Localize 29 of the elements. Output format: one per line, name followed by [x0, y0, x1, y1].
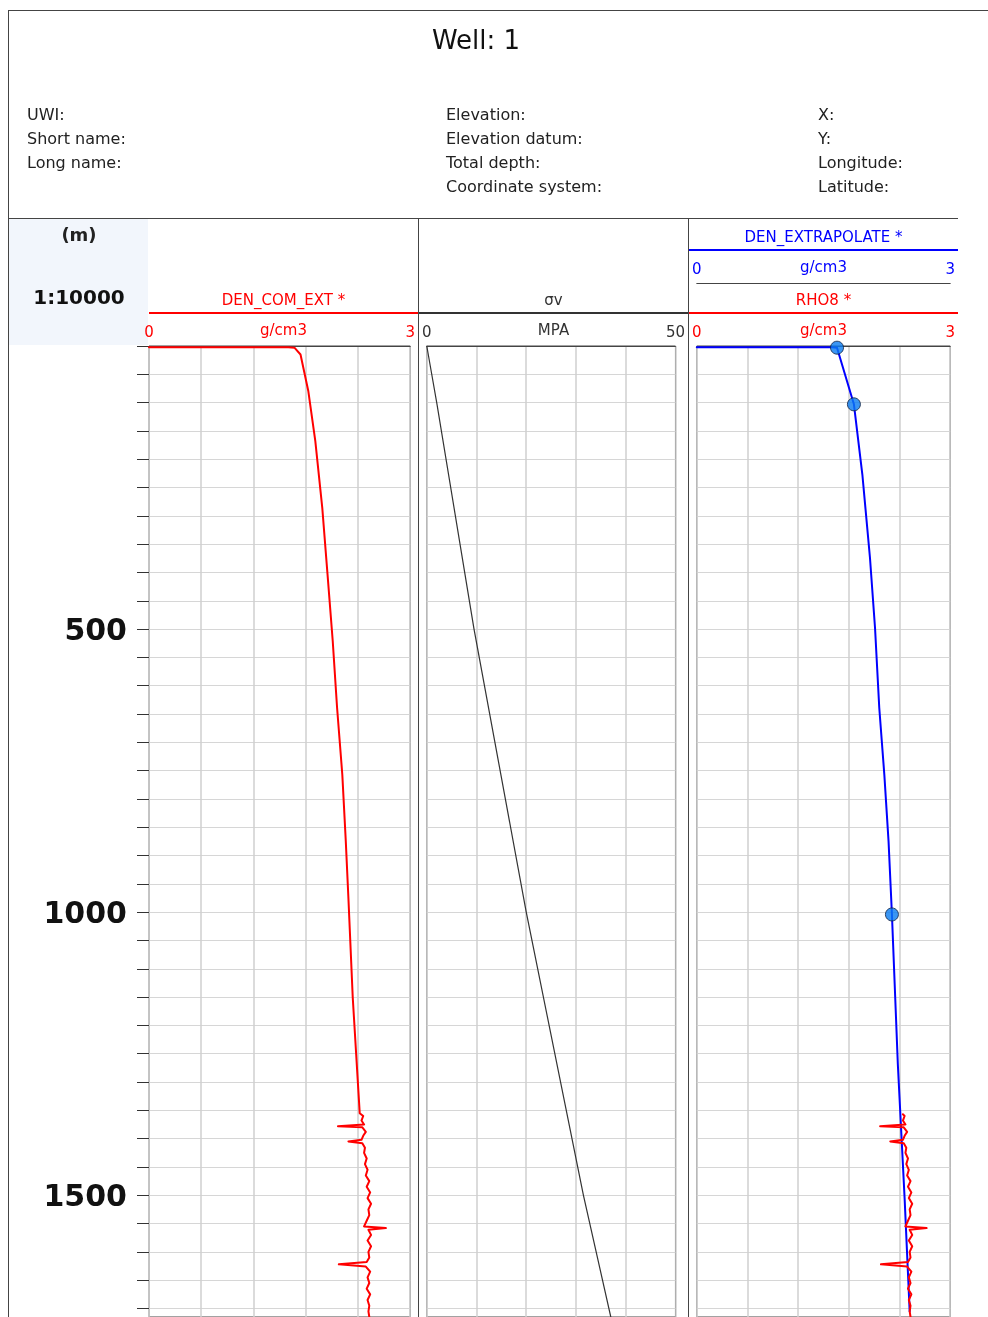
text: Coordinate system: [446, 177, 603, 196]
x-tick-label: 50 [665, 322, 685, 341]
y-tick-label: 1000 [43, 894, 127, 930]
text: UWI: [27, 105, 65, 124]
x-axis-title: g/cm3 [260, 321, 307, 339]
y-tick-label: 1500 [43, 1177, 127, 1213]
x2-axis-title: g/cm3 [800, 258, 847, 276]
y-tick-label: 500 [64, 611, 127, 647]
text: Well: 1 [430, 25, 522, 55]
text: Y: [818, 129, 832, 148]
x-tick-label: 0 [422, 322, 432, 341]
text: Latitude: [818, 177, 890, 196]
y-axis-title: (m) [61, 223, 97, 245]
x-axis-title: MPA [537, 321, 570, 339]
x-tick-label: 3 [405, 322, 415, 341]
text: σv [544, 291, 563, 309]
text: Elevation: [446, 105, 526, 124]
text: DEN_COM_EXT * [221, 291, 346, 310]
text: Elevation datum: [446, 129, 583, 148]
text: DEN_EXTRAPOLATE * [744, 228, 904, 247]
x-tick-label: 0 [144, 322, 154, 341]
text: X: [818, 105, 835, 124]
text: Longitude: [818, 153, 903, 172]
text: Short name: [27, 129, 126, 148]
x-axis-title: g/cm3 [800, 321, 847, 339]
text: Total depth: [446, 153, 541, 172]
text: Long name: [27, 153, 122, 172]
text: 1:10000 [33, 285, 125, 309]
text: RHO8 * [795, 291, 852, 309]
